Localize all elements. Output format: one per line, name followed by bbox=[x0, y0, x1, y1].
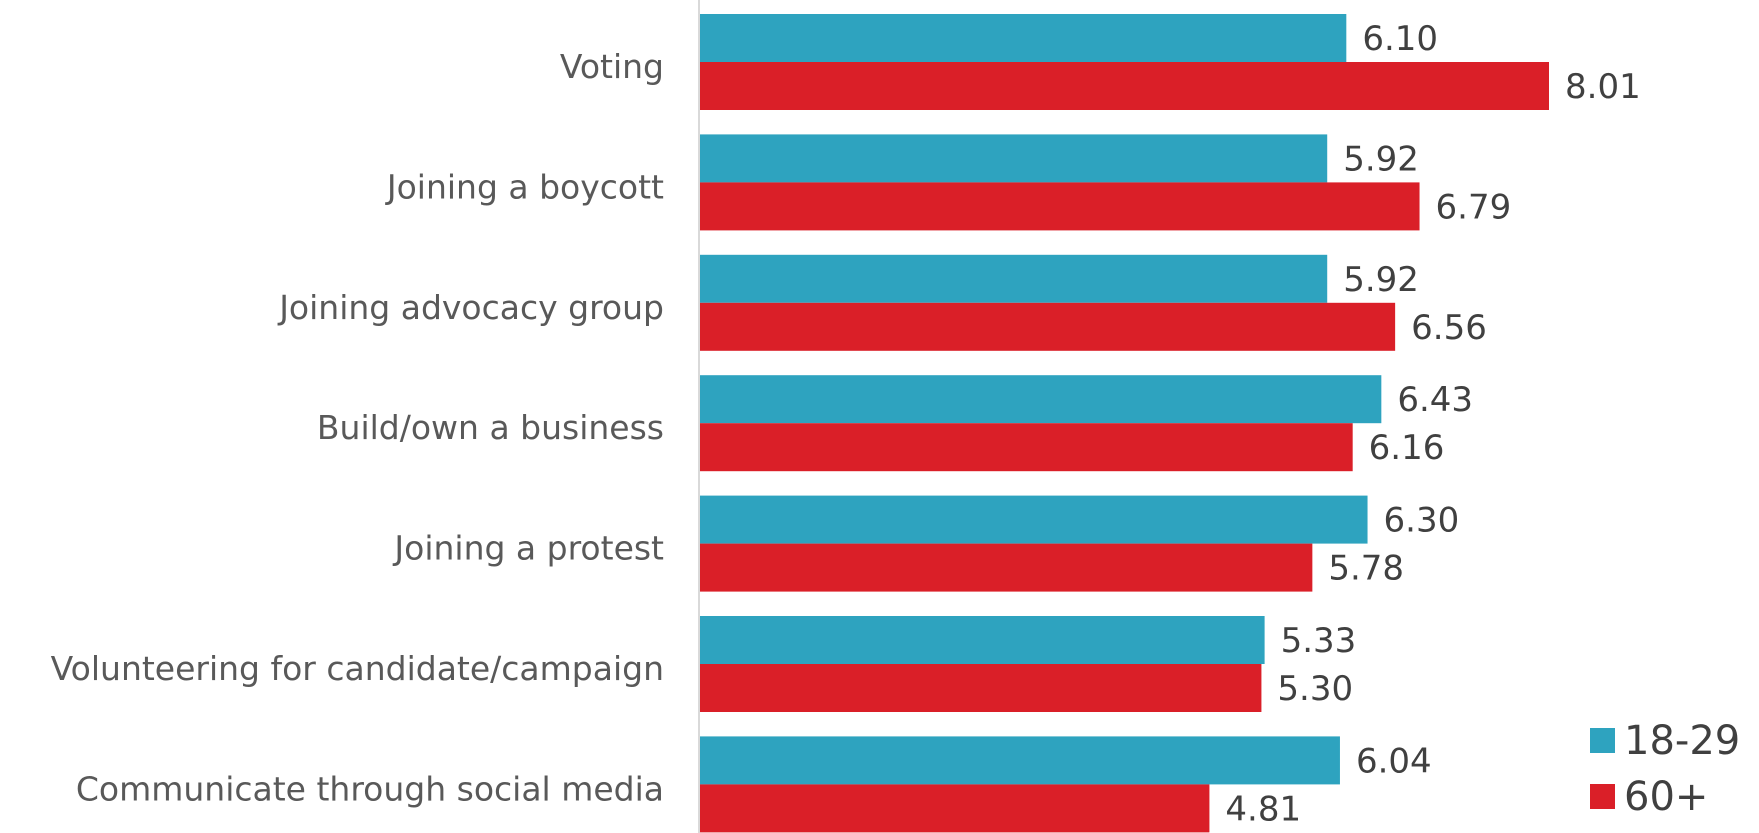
data-label: 6.30 bbox=[1384, 501, 1460, 541]
data-label: 5.92 bbox=[1343, 260, 1419, 300]
data-label: 6.04 bbox=[1356, 741, 1432, 781]
bar-18-29-4 bbox=[699, 495, 1368, 544]
data-label: 8.01 bbox=[1565, 67, 1641, 107]
data-label: 4.81 bbox=[1225, 789, 1301, 829]
legend: 18-29 60+ bbox=[1590, 718, 1740, 820]
category-label: Joining advocacy group bbox=[277, 288, 664, 327]
bar-18-29-3 bbox=[699, 375, 1382, 424]
data-label: 5.78 bbox=[1328, 549, 1404, 589]
category-label: Voting bbox=[560, 47, 664, 86]
data-label: 5.33 bbox=[1281, 621, 1357, 661]
legend-label: 18-29 bbox=[1624, 718, 1740, 764]
data-label: 6.43 bbox=[1397, 380, 1473, 420]
bar-60plus-2 bbox=[699, 302, 1396, 351]
bar-18-29-6 bbox=[699, 736, 1340, 785]
bars-layer bbox=[699, 14, 1549, 833]
category-label: Build/own a business bbox=[317, 408, 664, 447]
bar-18-29-0 bbox=[699, 14, 1347, 62]
bar-18-29-5 bbox=[699, 616, 1265, 664]
bar-60plus-1 bbox=[699, 182, 1420, 231]
data-label: 6.79 bbox=[1436, 187, 1512, 227]
legend-label: 60+ bbox=[1624, 774, 1708, 820]
category-label: Joining a boycott bbox=[385, 167, 664, 206]
bar-18-29-1 bbox=[699, 134, 1328, 183]
bar-18-29-2 bbox=[699, 254, 1328, 303]
bar-60plus-3 bbox=[699, 423, 1353, 472]
bar-60plus-5 bbox=[699, 664, 1262, 712]
bar-60plus-6 bbox=[699, 784, 1210, 833]
data-label: 6.16 bbox=[1369, 428, 1445, 468]
bar-60plus-0 bbox=[699, 62, 1549, 110]
data-label: 6.56 bbox=[1411, 308, 1487, 348]
data-label: 5.30 bbox=[1277, 669, 1353, 709]
category-label: Communicate through social media bbox=[76, 769, 664, 808]
category-label: Volunteering for candidate/campaign bbox=[51, 649, 664, 688]
data-label: 5.92 bbox=[1343, 139, 1419, 179]
data-label: 6.10 bbox=[1362, 19, 1438, 59]
category-label: Joining a protest bbox=[392, 529, 664, 568]
legend-swatch bbox=[1590, 784, 1615, 809]
bar-60plus-4 bbox=[699, 543, 1313, 592]
labels-layer: Voting 6.10 8.01 Joining a boycott 5.92 6.79 J… bbox=[51, 19, 1641, 829]
legend-swatch bbox=[1590, 728, 1615, 753]
